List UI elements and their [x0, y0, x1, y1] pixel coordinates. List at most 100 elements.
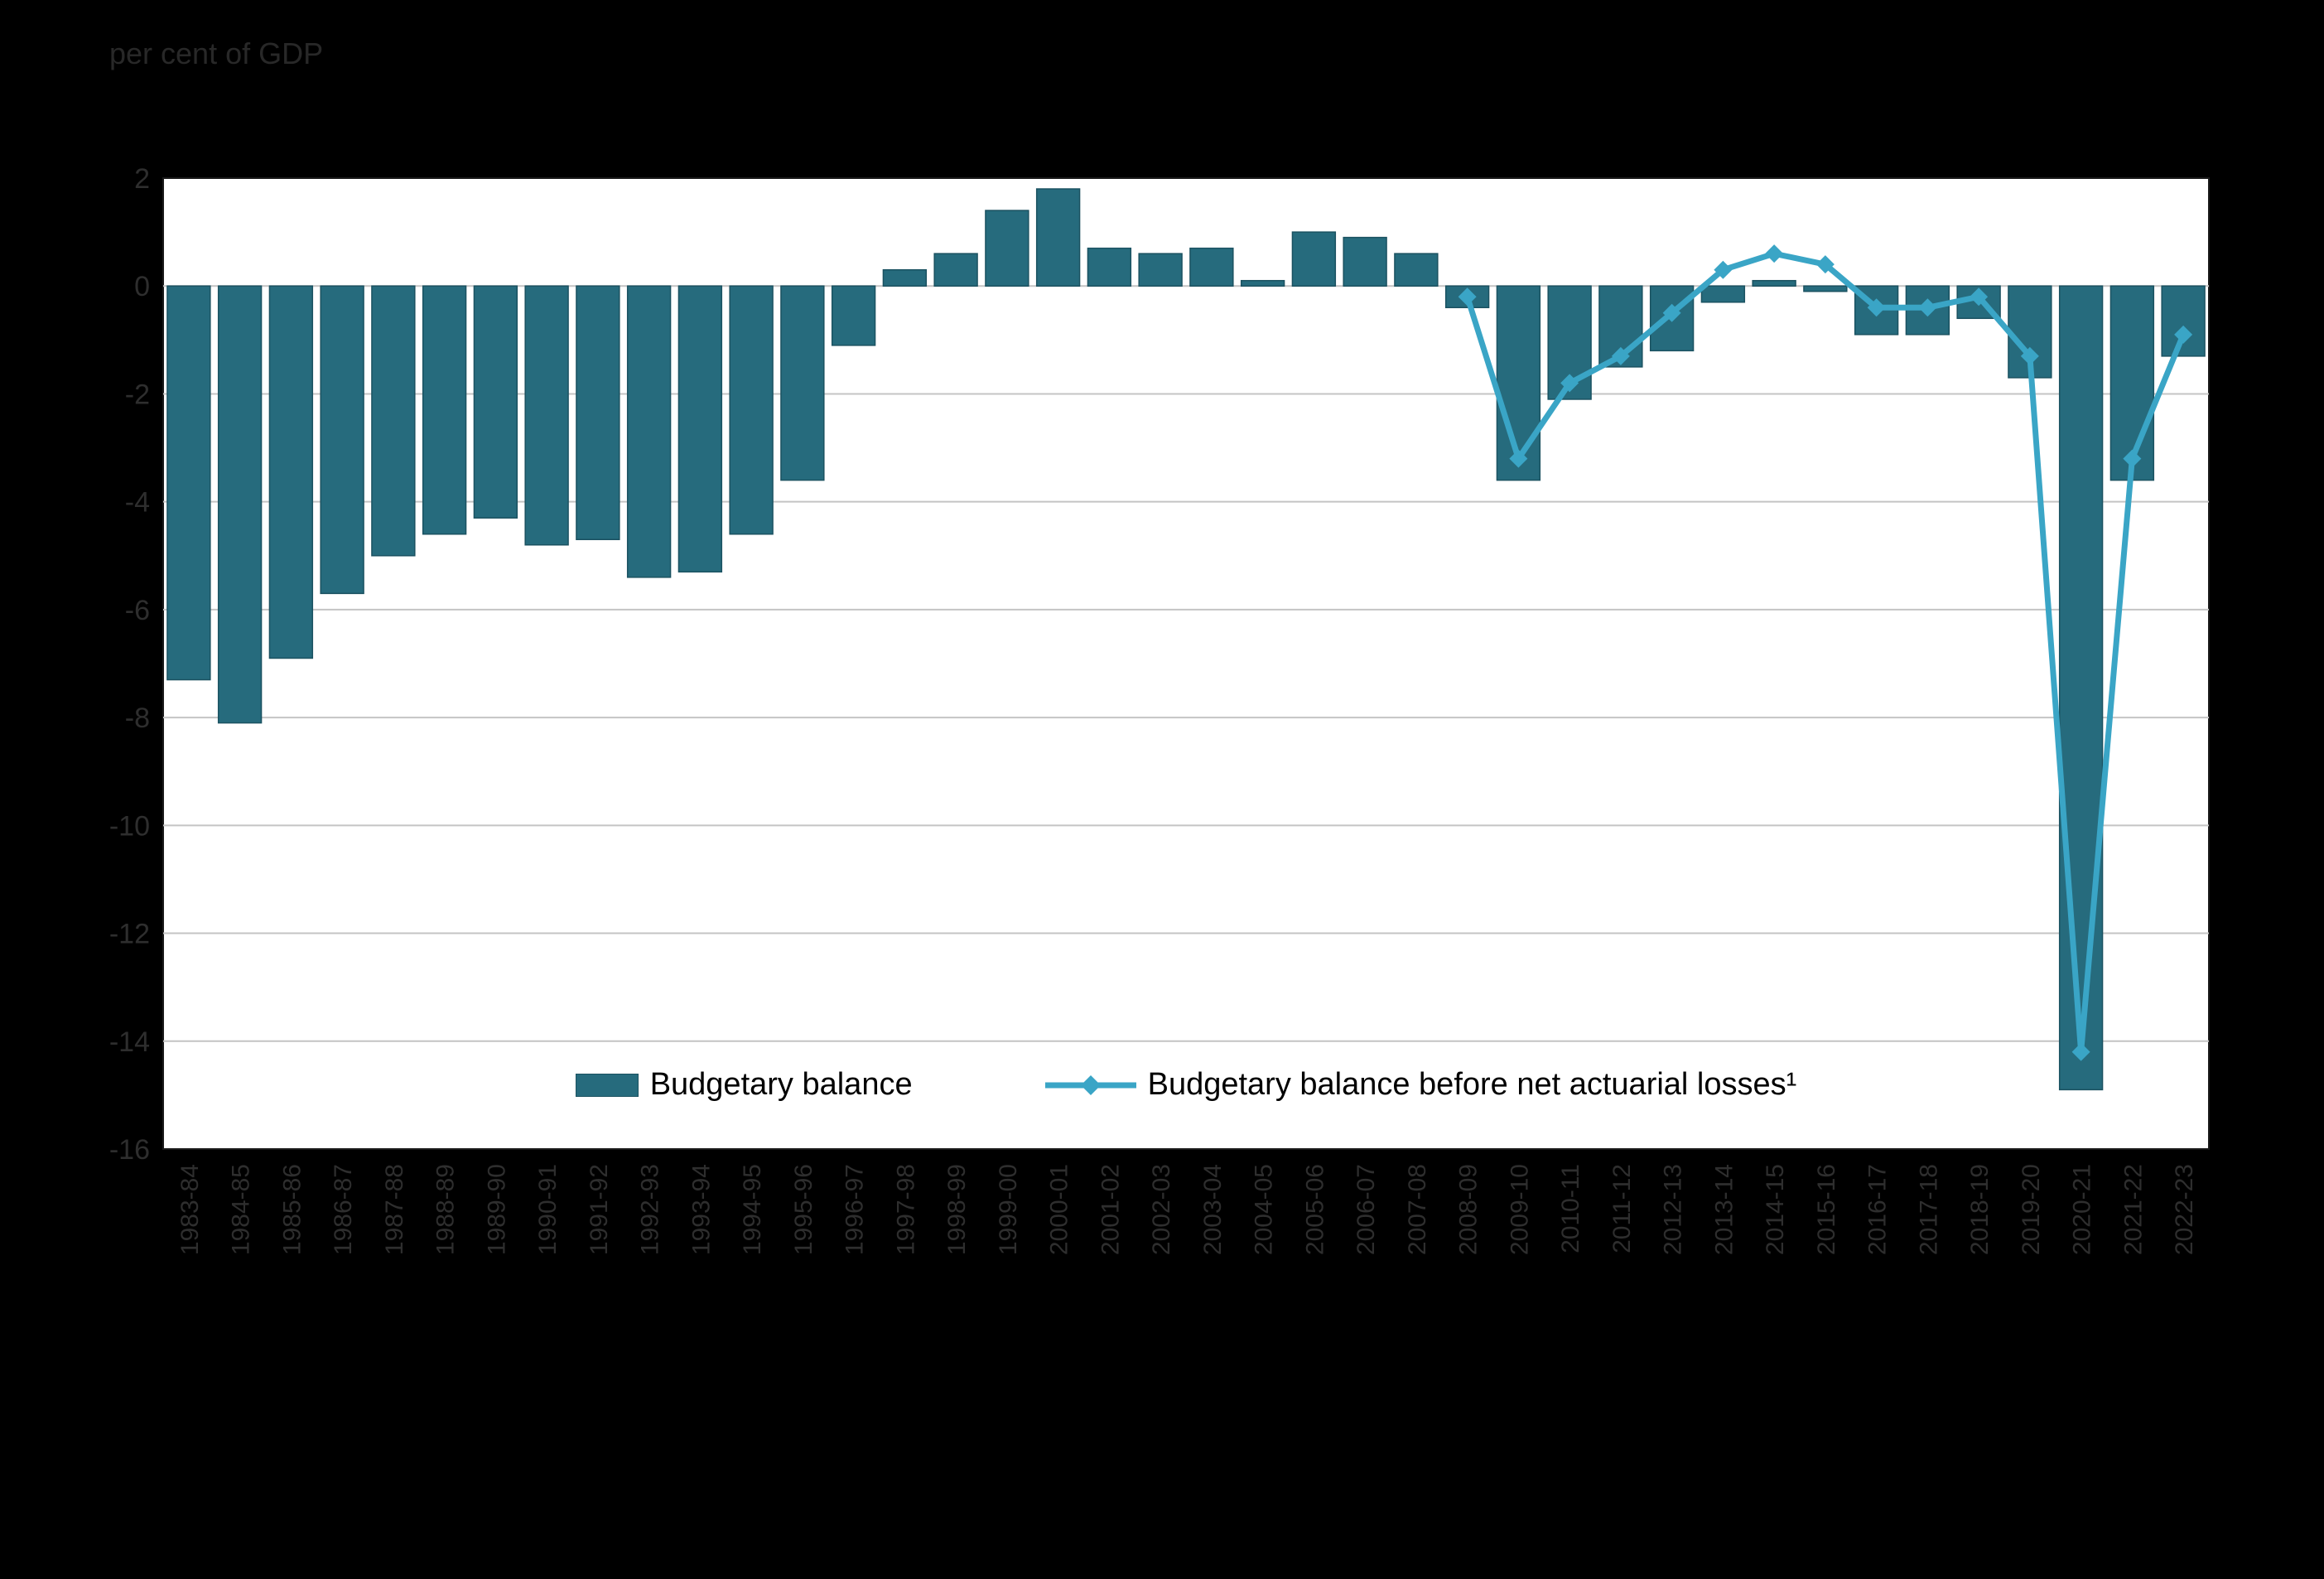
- line-marker: [2020, 346, 2039, 365]
- y-tick-label: -16: [109, 1134, 150, 1166]
- x-tick-label: 2014-15: [1762, 1164, 1789, 1255]
- y-tick-label: -2: [125, 379, 150, 410]
- x-tick-label: 2019-20: [2018, 1164, 2045, 1255]
- bar-2015-16: [1803, 285, 1848, 292]
- bar-1994-95: [729, 285, 774, 535]
- bar-1984-85: [217, 285, 263, 724]
- x-tick-label: 1991-92: [586, 1164, 613, 1255]
- x-tick-label: 2001-02: [1097, 1164, 1124, 1255]
- bar-1988-89: [422, 285, 467, 535]
- y-tick-label: -10: [109, 810, 150, 842]
- bar-1985-86: [268, 285, 314, 659]
- x-tick-label: 1987-88: [381, 1164, 408, 1255]
- bar-2003-04: [1189, 247, 1234, 287]
- bar-1999-00: [985, 210, 1029, 287]
- bar-1983-84: [166, 285, 211, 681]
- x-tick-label: 2004-05: [1251, 1164, 1278, 1255]
- bar-2001-02: [1087, 247, 1132, 287]
- line-marker: [1560, 374, 1579, 393]
- bar-series-swatch-icon: [575, 1073, 639, 1097]
- bar-2020-21: [2058, 285, 2104, 1091]
- bar-1993-94: [677, 285, 723, 573]
- x-tick-label: 2008-09: [1455, 1164, 1483, 1255]
- x-tick-label: 2009-10: [1506, 1164, 1533, 1255]
- line-marker: [1867, 298, 1886, 317]
- bar-1995-96: [780, 285, 825, 481]
- x-tick-label: 2000-01: [1046, 1164, 1073, 1255]
- x-tick-label: 2013-14: [1710, 1164, 1738, 1255]
- x-tick-label: 1988-89: [432, 1164, 460, 1255]
- x-tick-label: 1998-99: [943, 1164, 971, 1255]
- line-marker: [1714, 260, 1733, 279]
- legend-item-budgetary-balance: Budgetary balance: [575, 1067, 913, 1103]
- x-tick-label: 1983-84: [176, 1164, 204, 1255]
- bar-2002-03: [1138, 253, 1183, 287]
- x-tick-label: 1996-97: [841, 1164, 869, 1255]
- bar-1998-99: [933, 253, 978, 287]
- line-marker: [2123, 449, 2142, 468]
- bar-2005-06: [1291, 231, 1337, 287]
- y-tick-label: -8: [125, 703, 150, 734]
- bar-2021-22: [2109, 285, 2155, 481]
- bar-2014-15: [1752, 279, 1796, 287]
- x-tick-label: 1985-86: [278, 1164, 306, 1255]
- x-tick-label: 2006-07: [1352, 1164, 1380, 1255]
- bar-2007-08: [1394, 253, 1439, 287]
- bar-1987-88: [371, 285, 416, 557]
- x-tick-label: 2020-21: [2069, 1164, 2096, 1255]
- bar-1989-90: [473, 285, 518, 519]
- line-marker: [1662, 303, 1681, 322]
- x-tick-label: 2012-13: [1660, 1164, 1687, 1255]
- x-tick-label: 1989-90: [483, 1164, 510, 1255]
- y-tick-label: 0: [134, 271, 150, 302]
- y-tick-label: 2: [134, 163, 150, 195]
- line-marker: [1611, 346, 1630, 365]
- y-axis-title: per cent of GDP: [109, 36, 324, 70]
- bar-1990-91: [524, 285, 569, 546]
- x-tick-label: 2021-22: [2119, 1164, 2147, 1255]
- x-tick-label: 2018-19: [1966, 1164, 1994, 1255]
- bar-1996-97: [831, 285, 876, 346]
- x-tick-label: 2010-11: [1557, 1164, 1584, 1253]
- x-tick-label: 2005-06: [1301, 1164, 1328, 1255]
- line-marker: [1918, 298, 1937, 317]
- bar-2009-10: [1496, 285, 1541, 481]
- x-tick-label: 1999-00: [995, 1164, 1022, 1255]
- x-tick-label: 1992-93: [637, 1164, 664, 1255]
- x-tick-label: 2011-12: [1608, 1164, 1636, 1253]
- line-series-label: Budgetary balance before net actuarial l…: [1147, 1067, 1797, 1102]
- x-tick-label: 1994-95: [739, 1164, 766, 1255]
- x-tick-label: 1995-96: [790, 1164, 817, 1255]
- bar-2004-05: [1240, 279, 1285, 287]
- bar-2006-07: [1343, 236, 1387, 287]
- x-tick-label: 2016-17: [1864, 1164, 1892, 1255]
- bar-2000-01: [1035, 188, 1081, 287]
- x-tick-label: 2002-03: [1148, 1164, 1175, 1255]
- y-tick-label: -12: [109, 919, 150, 950]
- line-marker: [2174, 325, 2193, 344]
- chart-legend: Budgetary balance Budgetary balance befo…: [163, 1067, 2209, 1103]
- line-marker: [1458, 287, 1477, 307]
- bar-1997-98: [882, 268, 928, 287]
- bar-1992-93: [626, 285, 672, 578]
- x-tick-label: 2017-18: [1915, 1164, 1942, 1255]
- y-tick-label: -4: [125, 487, 150, 519]
- x-tick-label: 1993-94: [687, 1164, 715, 1255]
- plot-area: [162, 177, 2210, 1150]
- x-tick-label: 1986-87: [330, 1164, 357, 1255]
- line-marker: [1815, 255, 1835, 274]
- line-marker: [1970, 287, 1989, 307]
- x-tick-label: 2003-04: [1199, 1164, 1227, 1255]
- line-series-marker-icon: [1044, 1074, 1136, 1095]
- bar-2013-14: [1700, 285, 1746, 303]
- x-tick-label: 2022-23: [2171, 1164, 2198, 1255]
- y-tick-label: -14: [109, 1026, 150, 1058]
- x-tick-label: 1984-85: [228, 1164, 255, 1255]
- line-marker: [1509, 449, 1528, 468]
- x-tick-label: 2007-08: [1404, 1164, 1431, 1255]
- x-tick-label: 2015-16: [1813, 1164, 1840, 1255]
- line-marker: [2071, 1042, 2090, 1061]
- bar-1991-92: [576, 285, 620, 540]
